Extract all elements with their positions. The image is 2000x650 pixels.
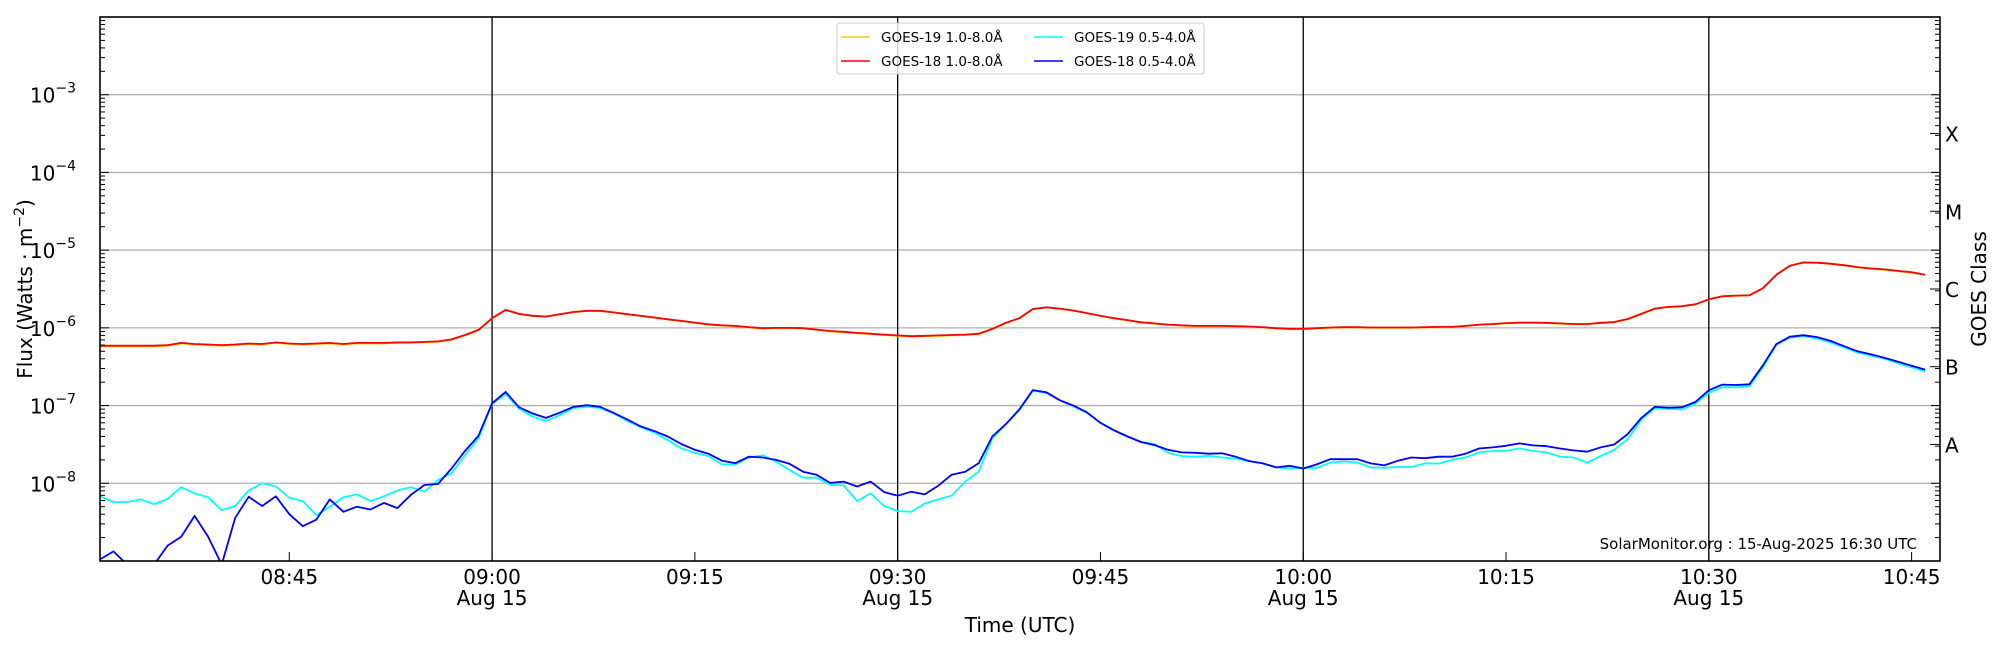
x-axis-label: Time (UTC)	[964, 613, 1076, 637]
watermark: SolarMonitor.org : 15-Aug-2025 16:30 UTC	[1600, 535, 1917, 553]
goes-class-label-a: A	[1945, 433, 1959, 457]
y-axis-label-sup: −2	[12, 207, 28, 228]
series-lines	[100, 261, 1926, 561]
y-tick-label: 10−8	[30, 469, 76, 496]
legend-label: GOES-19 0.5-4.0Å	[1074, 29, 1196, 46]
y-tick-label: 10−3	[30, 81, 76, 108]
x-tick-date-label: Aug 15	[457, 586, 528, 610]
x-tick-label: 08:45	[260, 565, 318, 589]
x-tick-label: 10:30	[1680, 565, 1738, 589]
x-tick-label: 10:45	[1883, 565, 1941, 589]
goes-class-label-x: X	[1945, 123, 1959, 147]
x-tick-label: 09:00	[463, 565, 521, 589]
y-tick-base: 10	[30, 317, 55, 341]
y-tick-exponent: −5	[55, 236, 76, 252]
x-tick-label: 10:00	[1274, 565, 1332, 589]
series-line-goes-19-0-5-4-0-	[100, 335, 1926, 516]
x-tick-label: 10:15	[1477, 565, 1535, 589]
y-tick-base: 10	[30, 395, 55, 419]
goes-class-labels: A B C M X	[1945, 123, 1962, 458]
y-tick-base: 10	[30, 84, 55, 108]
y-tick-label: 10−4	[30, 158, 76, 185]
x-tick-date-label: Aug 15	[1673, 586, 1744, 610]
y-tick-exponent: −6	[55, 314, 76, 330]
goes-class-label-m: M	[1945, 200, 1962, 224]
x-tick-label: 09:30	[869, 565, 927, 589]
legend-label: GOES-18 1.0-8.0Å	[881, 53, 1003, 70]
gridlines	[100, 94, 1940, 484]
y-tick-base: 10	[30, 161, 55, 185]
y-tick-exponent: −7	[55, 392, 76, 408]
legend-label: GOES-18 0.5-4.0Å	[1074, 53, 1196, 70]
y-tick-exponent: −8	[55, 469, 76, 485]
series-line-goes-18-1-0-8-0-	[100, 261, 1926, 347]
y-tick-label: 10−5	[30, 236, 76, 263]
y-tick-exponent: −4	[55, 158, 76, 174]
legend: GOES-19 1.0-8.0Å GOES-18 1.0-8.0Å GOES-19 …	[836, 22, 1205, 75]
x-tick-date-label: Aug 15	[862, 586, 933, 610]
goes-class-label-b: B	[1945, 356, 1959, 380]
y-tick-exponent: −3	[55, 81, 76, 97]
y-axis-label: Flux (Watts · m−2)	[12, 199, 37, 379]
y-tick-label: 10−6	[30, 314, 76, 341]
axis-ticks	[100, 16, 1940, 562]
y-tick-base: 10	[30, 472, 55, 496]
goes-class-label-c: C	[1945, 278, 1959, 302]
x-tick-label: 09:15	[666, 565, 724, 589]
y-tick-base: 10	[30, 239, 55, 263]
y-axis-label-main: Flux (Watts · m	[13, 228, 37, 379]
day-hour-lines	[491, 17, 1710, 561]
x-tick-label: 09:45	[1072, 565, 1130, 589]
y-tick-label: 10−7	[30, 392, 76, 419]
legend-label: GOES-19 1.0-8.0Å	[881, 29, 1003, 46]
plot-frame	[99, 16, 1941, 562]
y-axis-label-close: )	[13, 199, 37, 207]
legend-box	[836, 22, 1205, 75]
series-line-goes-18-0-5-4-0-	[100, 334, 1926, 561]
y-tick-labels: 10−810−710−610−510−410−3	[30, 81, 76, 497]
x-tick-date-label: Aug 15	[1268, 586, 1339, 610]
series-line-goes-19-1-0-8-0-	[100, 261, 1926, 348]
goes-class-axis-label: GOES Class	[1967, 231, 1991, 347]
